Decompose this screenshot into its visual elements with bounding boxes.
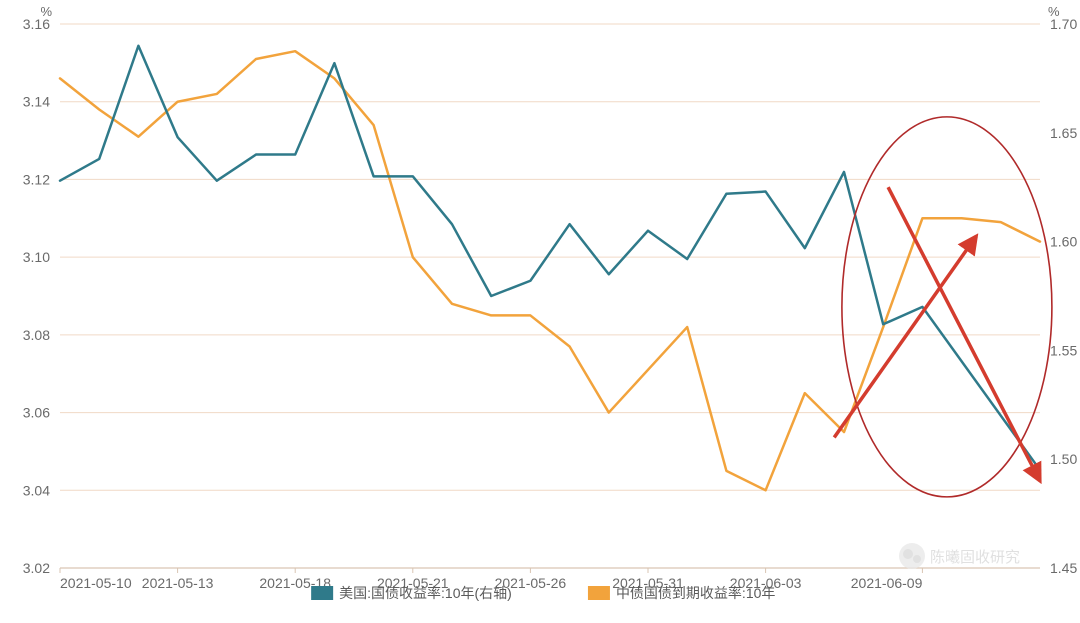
chart-svg: %%3.023.043.063.083.103.123.143.161.451.… (0, 0, 1080, 623)
legend-swatch (311, 586, 333, 600)
left-tick-label: 3.08 (23, 327, 50, 343)
legend-label: 美国:国债收益率:10年(右轴) (339, 585, 512, 601)
right-tick-label: 1.70 (1050, 16, 1077, 32)
bond-yield-chart: %%3.023.043.063.083.103.123.143.161.451.… (0, 0, 1080, 623)
x-tick-label: 2021-06-09 (851, 575, 923, 591)
left-tick-label: 3.10 (23, 249, 50, 265)
right-tick-label: 1.65 (1050, 125, 1077, 141)
left-tick-label: 3.04 (23, 482, 50, 498)
right-tick-label: 1.50 (1050, 451, 1077, 467)
x-tick-label: 2021-05-10 (60, 575, 132, 591)
watermark-text: 陈曦固收研究 (930, 548, 1020, 566)
legend-swatch (588, 586, 610, 600)
left-tick-label: 3.16 (23, 16, 50, 32)
right-tick-label: 1.60 (1050, 234, 1077, 250)
x-tick-label: 2021-05-13 (142, 575, 214, 591)
left-tick-label: 3.14 (23, 94, 50, 110)
right-tick-label: 1.55 (1050, 342, 1077, 358)
left-tick-label: 3.12 (23, 171, 50, 187)
left-tick-label: 3.02 (23, 560, 50, 576)
left-tick-label: 3.06 (23, 405, 50, 421)
chart-bg (0, 0, 1080, 623)
right-tick-label: 1.45 (1050, 560, 1077, 576)
legend-label: 中债国债到期收益率:10年 (616, 585, 775, 601)
